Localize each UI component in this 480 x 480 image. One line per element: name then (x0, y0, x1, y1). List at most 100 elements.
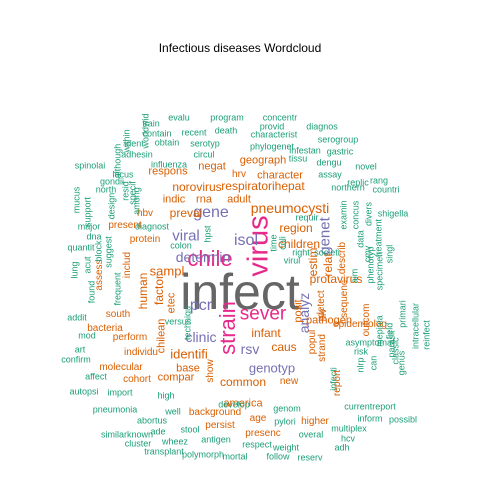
word-aim: aim (349, 268, 360, 284)
word-frequent: frequent (112, 272, 123, 306)
word-right: right (292, 247, 310, 258)
word-america: america (223, 397, 263, 410)
word-present: present (108, 220, 142, 231)
word-base: base (176, 362, 200, 375)
word-program: program (210, 112, 244, 123)
word-novel: novel (355, 161, 377, 172)
word-gene: gene (193, 204, 229, 221)
word-adh: adh (334, 442, 350, 453)
word-character: character (257, 169, 303, 182)
word-region: region (279, 221, 313, 235)
word-infant: infant (251, 326, 281, 340)
word-pneumocysti: pneumocysti (250, 200, 330, 216)
word-higher: higher (301, 416, 329, 427)
word-wheez: wheez (161, 436, 189, 447)
word-new: new (279, 376, 299, 387)
word-strain: strain (215, 301, 240, 355)
word-infestan: infestan (289, 145, 321, 156)
word-possibl: possibl (388, 414, 418, 425)
word-genus: genus (396, 350, 407, 376)
word-recent: recent (181, 127, 207, 138)
word-determin: determin (175, 249, 231, 265)
word-examin: examin (338, 200, 349, 230)
word-mucus: mucus (71, 186, 82, 214)
word-acut: acut (82, 256, 93, 274)
word-spinolai: spinolai (74, 160, 106, 171)
word-strand: strand (317, 334, 328, 362)
word-locus: locus (112, 169, 134, 180)
word-risk: risk (354, 346, 368, 357)
word-colon: colon (170, 240, 192, 251)
word-human: human (136, 272, 150, 310)
word-requir: requir (295, 212, 319, 223)
word-stool: stool (180, 424, 200, 435)
word-singl: singl (384, 244, 395, 264)
word-shigella: shigella (377, 208, 409, 219)
word-infecti: infecti (328, 367, 339, 391)
word-multiplex: multiplex (331, 423, 367, 434)
word-includ: includ (122, 251, 133, 279)
word-suggest: suggest (103, 236, 114, 268)
word-pathogen: pathogen (306, 314, 352, 327)
word-respons: respons (148, 165, 188, 178)
word-coli: coli (277, 236, 288, 250)
word-specimen: specimen (374, 251, 385, 291)
word-concentr: concentr (262, 112, 298, 123)
word-gondii: gondii (99, 176, 125, 187)
word-serotyp: serotyp (190, 138, 220, 149)
word-adult: adult (227, 193, 251, 206)
word-assay: assay (318, 169, 342, 180)
word-provid: provid (259, 121, 285, 132)
word-caus: caus (271, 340, 297, 354)
word-develop: develop (218, 399, 250, 410)
word-high: high (157, 390, 175, 401)
word-pcr: pcr (189, 297, 213, 314)
word-specif: specif (127, 181, 138, 205)
word-ade: ade (150, 426, 166, 437)
word-negat: negat (198, 160, 226, 173)
word-polymorph: polymorph (181, 449, 225, 460)
word-etec: etec (165, 292, 178, 314)
word-adhesin: adhesin (121, 149, 153, 160)
word-asymptomat: asymptomat (345, 337, 395, 348)
word-diagnost: diagnost (134, 221, 170, 232)
word-age: age (249, 413, 267, 424)
word-sequenc: sequenc (339, 280, 350, 318)
word-genom: genom (273, 403, 301, 414)
word-diagnos: diagnos (306, 121, 338, 132)
word-versus: versus (164, 316, 192, 327)
word-societi: societi (314, 247, 340, 258)
word-sever: sever (239, 303, 287, 325)
word-abortus: abortus (136, 415, 168, 426)
word-transplant: transplant (144, 446, 184, 457)
word-respiratorihepat: respiratorihepat (221, 179, 305, 193)
word-characterist: characterist (250, 129, 298, 140)
word-viral: viral (172, 227, 200, 245)
word-design: design (106, 192, 117, 220)
word-chile: chile (187, 246, 233, 271)
word-compar: compar (157, 371, 195, 384)
word-dna: dna (86, 231, 102, 242)
word-contain: contain (142, 128, 172, 139)
word-countri: countri (372, 184, 400, 195)
word-replic: replic (347, 177, 369, 188)
word-train: train (142, 118, 160, 129)
word-protavirus: protavirus (309, 272, 363, 286)
word-circul: circul (193, 149, 215, 160)
word-gastric: gastric (326, 146, 354, 157)
word-pylori: pylori (274, 416, 296, 427)
word-mod: mod (78, 330, 96, 341)
word-show: show (205, 359, 216, 383)
word-serogroup: serogroup (317, 134, 359, 145)
word-autopsi: autopsi (69, 386, 99, 397)
word-hpst: hpst (202, 225, 213, 243)
word-perform: perform (112, 332, 148, 343)
word-phylogenet: phylogenet (249, 141, 295, 152)
word-preval: preval (169, 206, 203, 220)
word-follow: follow (266, 451, 290, 462)
word-isol: isol (233, 232, 259, 249)
word-nlrp: nlrp (355, 357, 366, 373)
word-block: block (93, 240, 104, 262)
word-hcv: hcv (340, 433, 356, 444)
